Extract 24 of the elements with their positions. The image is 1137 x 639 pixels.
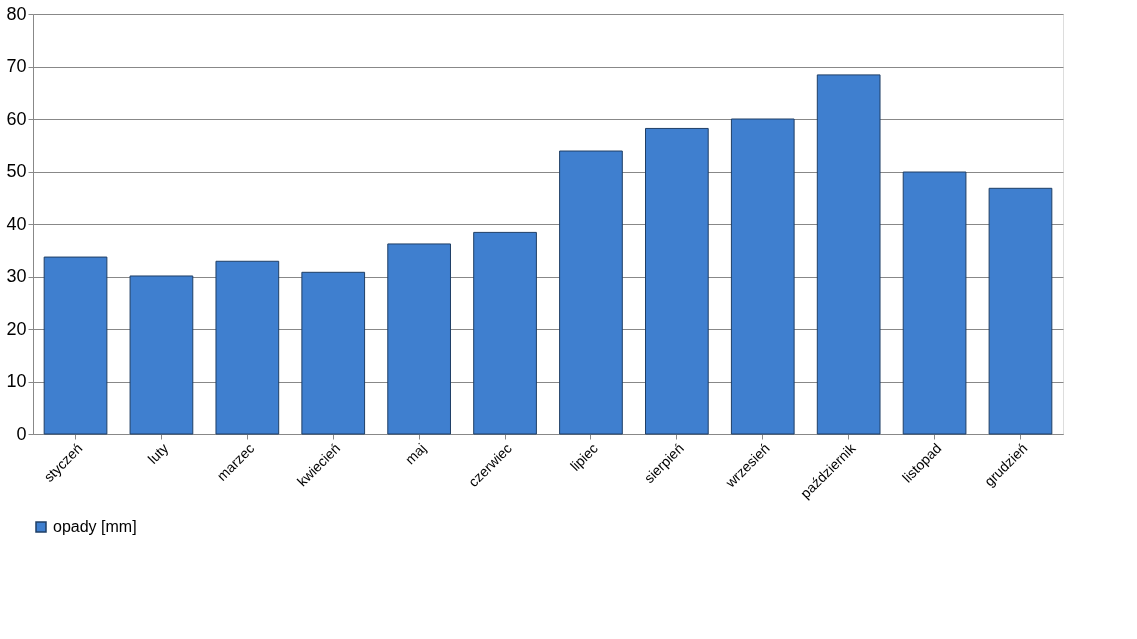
y-tick-label: 0 — [16, 423, 27, 444]
y-tick-label: 40 — [6, 213, 27, 234]
bar — [902, 171, 967, 435]
y-tick-label: 80 — [6, 3, 27, 24]
bar — [559, 150, 623, 435]
y-tick-label: 30 — [6, 266, 27, 286]
bar — [473, 231, 537, 435]
bar — [301, 271, 366, 435]
y-tick-label: 50 — [6, 161, 27, 181]
bar — [988, 187, 1053, 435]
bar — [215, 260, 280, 435]
bar — [645, 127, 709, 435]
x-tick-label: maj — [401, 440, 430, 468]
y-tick-label: 60 — [6, 108, 27, 129]
bar — [816, 74, 881, 435]
y-tick-label: 20 — [6, 318, 27, 339]
bar — [129, 275, 194, 435]
y-tick-label: 10 — [6, 371, 27, 391]
legend-label: opady [mm] — [53, 518, 137, 535]
bar — [43, 256, 108, 435]
y-tick-label: 70 — [6, 56, 27, 76]
x-tick-label: luty — [144, 440, 172, 467]
bar — [730, 118, 795, 435]
bar — [387, 243, 451, 435]
